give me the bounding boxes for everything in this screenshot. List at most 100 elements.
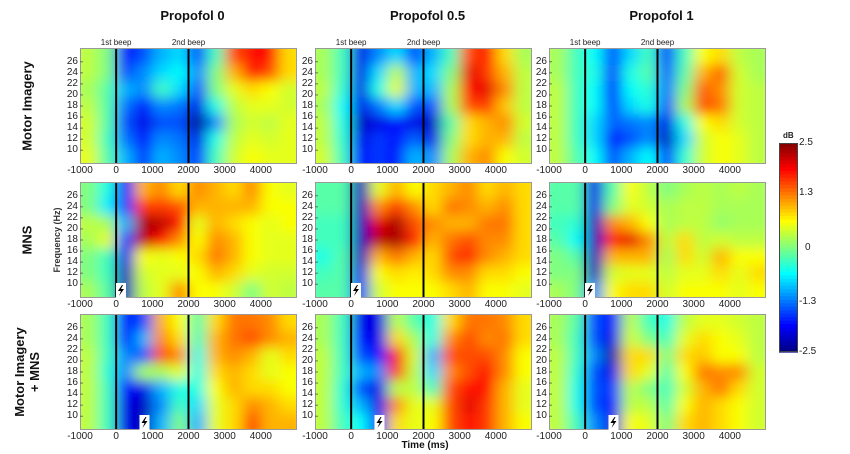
- heatmap-cell: [315, 48, 334, 66]
- row-label-line: Motor Imagery: [19, 61, 35, 151]
- heatmap-cell: [242, 215, 262, 233]
- heatmap-cell: [351, 48, 370, 66]
- heatmap-cell: [98, 396, 117, 414]
- heatmap-cell: [80, 413, 99, 430]
- heatmap-cell: [621, 198, 640, 216]
- heatmap-cell: [405, 363, 424, 381]
- heatmap-cell: [116, 380, 135, 398]
- heatmap-cell: [693, 48, 713, 66]
- y-tick-label: 10: [535, 144, 547, 156]
- y-tick-label: 20: [66, 354, 78, 366]
- heatmap-cell: [387, 198, 406, 216]
- heatmap-cell: [711, 81, 731, 99]
- heatmap-cell: [170, 182, 189, 200]
- heatmap-cell: [224, 64, 244, 82]
- heatmap-cell: [170, 347, 189, 365]
- x-tick-label: 3000: [682, 431, 705, 442]
- heatmap-cell: [405, 64, 424, 82]
- heatmap-cell: [170, 97, 189, 115]
- heatmap-cell: [693, 281, 713, 298]
- heatmap-cell: [80, 330, 99, 348]
- heatmap-cell: [152, 81, 171, 99]
- heatmap-cell: [333, 147, 352, 164]
- colorbar-segment: [779, 348, 798, 353]
- heatmap-cell: [441, 48, 461, 66]
- heatmap-cell: [639, 97, 658, 115]
- heatmap-cell: [260, 330, 280, 348]
- heatmap-cell: [495, 182, 515, 200]
- heatmap-cell: [224, 130, 244, 148]
- heatmap-cell: [260, 281, 280, 298]
- heatmap-cell: [405, 330, 424, 348]
- heatmap-cell: [351, 231, 370, 249]
- y-tick-label: 20: [535, 88, 547, 100]
- x-tick-label: 3000: [448, 165, 471, 176]
- heatmap-cell: [549, 314, 568, 332]
- heatmap-cell: [441, 182, 461, 200]
- heatmap-cell: [711, 248, 731, 266]
- heatmap-cell: [477, 130, 497, 148]
- heatmap-cell: [711, 264, 731, 282]
- colorbar-tick-label: 2.5: [799, 137, 813, 148]
- colorbar-segment: [779, 170, 798, 175]
- heatmap-cell: [333, 81, 352, 99]
- colorbar-segment: [779, 237, 798, 242]
- colorbar-segment: [779, 341, 798, 346]
- heatmap-cell: [477, 114, 497, 132]
- heatmap-cell: [315, 281, 334, 298]
- heatmap-cell: [729, 413, 749, 430]
- heatmap-cell: [621, 147, 640, 164]
- heatmap-cell: [116, 48, 135, 66]
- heatmap-cell: [278, 147, 297, 164]
- heatmap-cell: [152, 231, 171, 249]
- heatmap-cell: [513, 380, 532, 398]
- heatmap-cell: [747, 330, 766, 348]
- heatmap-cell: [278, 396, 297, 414]
- heatmap-cell: [657, 347, 677, 365]
- heatmap-cell: [242, 147, 262, 164]
- heatmap-cell: [549, 248, 568, 266]
- heatmap-cell: [387, 182, 406, 200]
- heatmap-cell: [260, 396, 280, 414]
- heatmap-cell: [170, 130, 189, 148]
- heatmap-cell: [495, 81, 515, 99]
- row-label: Motor Imagery: [20, 61, 35, 151]
- heatmap-cell: [423, 130, 443, 148]
- colorbar-segment: [779, 177, 798, 182]
- heatmap-cell: [585, 114, 604, 132]
- heatmap-cell: [747, 48, 766, 66]
- heatmap-cell: [459, 330, 479, 348]
- heatmap-cell: [188, 198, 208, 216]
- heatmap-cell: [693, 248, 713, 266]
- heatmap-cell: [513, 396, 532, 414]
- heatmap-cell: [567, 97, 586, 115]
- heatmap-cell: [621, 231, 640, 249]
- heatmap-cell: [224, 330, 244, 348]
- heatmap-cell: [152, 114, 171, 132]
- heatmap-cell: [152, 130, 171, 148]
- colorbar-segment: [779, 181, 798, 186]
- y-tick-label: 22: [66, 211, 78, 223]
- heatmap-cell: [260, 380, 280, 398]
- heatmap-cell: [116, 396, 135, 414]
- heatmap-cell: [495, 147, 515, 164]
- y-tick-label: 26: [535, 55, 547, 67]
- heatmap-cell: [675, 264, 695, 282]
- y-tick-label: 10: [301, 410, 313, 422]
- heatmap-cell: [459, 264, 479, 282]
- y-tick-label: 26: [535, 321, 547, 333]
- heatmap-cell: [603, 264, 622, 282]
- y-tick-label: 20: [301, 222, 313, 234]
- heatmap-cell: [459, 130, 479, 148]
- y-tick-label: 22: [301, 77, 313, 89]
- heatmap-cell: [242, 264, 262, 282]
- colorbar-segment: [779, 338, 798, 343]
- colorbar-segment: [779, 271, 798, 276]
- heatmap-cell: [549, 413, 568, 430]
- colorbar-segment: [779, 156, 798, 162]
- heatmap-cell: [711, 380, 731, 398]
- heatmap-cell: [98, 330, 117, 348]
- heatmap-cell: [116, 314, 135, 332]
- heatmap-cell: [585, 314, 604, 332]
- heatmap-cell: [621, 64, 640, 82]
